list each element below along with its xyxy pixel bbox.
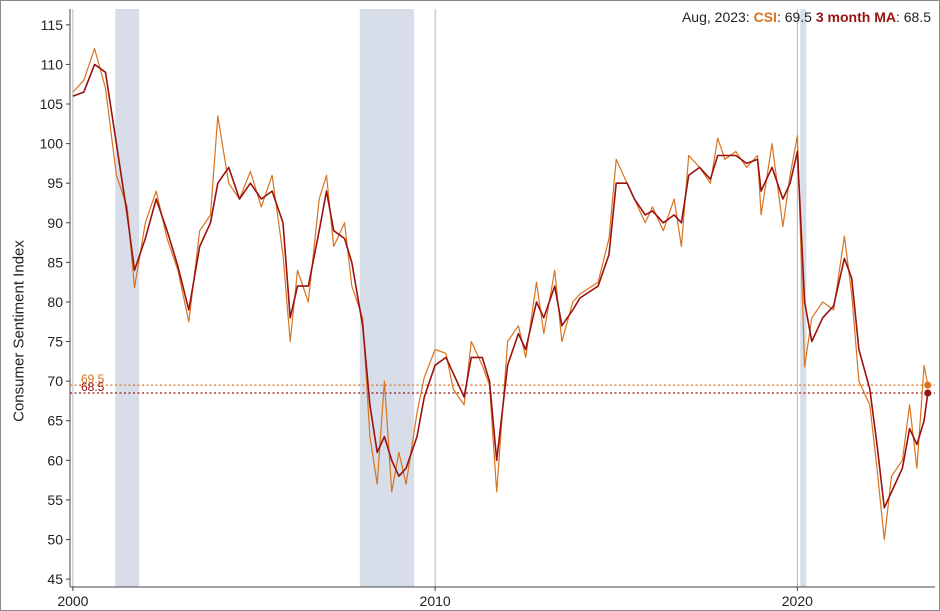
x-tick-label: 2000	[57, 593, 88, 609]
y-tick-label: 75	[47, 334, 63, 350]
y-tick-label: 85	[47, 254, 63, 270]
y-axis-label: Consumer Sentiment Index	[10, 240, 28, 422]
csi-series-line	[72, 48, 929, 541]
y-tick-label: 45	[47, 571, 63, 587]
x-tick-label: 2010	[420, 593, 451, 609]
y-tick-label: 50	[47, 531, 63, 547]
readout-csi-value: : 69.5	[776, 9, 812, 25]
y-tick-label: 70	[47, 373, 63, 389]
readout-ma-value: : 68.5	[895, 9, 931, 25]
readout-date: Aug, 2023:	[681, 9, 750, 25]
reference-line-label: 69.5	[81, 372, 105, 386]
ma-end-marker	[924, 389, 932, 397]
recession-band	[800, 9, 807, 587]
y-tick-label: 65	[47, 413, 63, 429]
decade-lines	[72, 9, 798, 587]
y-tick-label: 60	[47, 452, 63, 468]
recession-bands	[115, 9, 807, 587]
y-tick-label: 95	[47, 175, 63, 191]
csi-end-marker	[924, 381, 932, 389]
y-tick-label: 110	[41, 56, 64, 72]
reference-lines: 69.568.5	[70, 372, 935, 394]
y-tick-label: 100	[40, 136, 64, 152]
readout-ma-label: 3 month MA	[815, 9, 896, 25]
series-lines	[72, 48, 929, 541]
latest-value-readout: Aug, 2023: CSI: 69.5 3 month MA: 68.5	[682, 9, 931, 25]
y-tick-label: 80	[47, 294, 63, 310]
ma-series-line	[72, 63, 929, 509]
y-tick-label: 55	[47, 492, 63, 508]
recession-band	[115, 9, 140, 587]
x-tick-label: 2020	[782, 593, 813, 609]
end-markers	[924, 381, 932, 397]
reference-line-label: 68.5	[81, 380, 105, 394]
readout-csi-label: CSI	[753, 9, 777, 25]
recession-band	[359, 9, 415, 587]
y-tick-label: 105	[40, 96, 64, 112]
y-tick-label: 115	[41, 17, 64, 33]
axes: 45 50 55 60 65 70 75 80 85 90 95 100 105 110 115 2000 20…	[40, 9, 935, 609]
y-tick-label: 90	[47, 215, 63, 231]
